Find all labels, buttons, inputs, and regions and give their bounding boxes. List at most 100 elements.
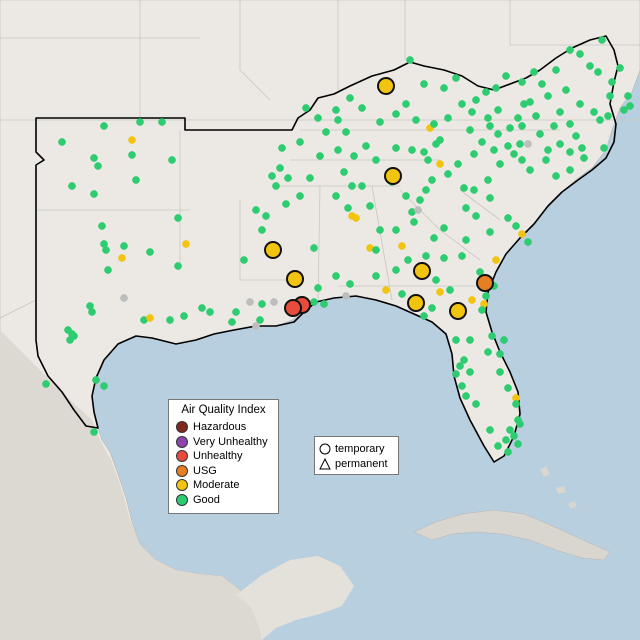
- permanent-monitor-good[interactable]: [454, 160, 462, 168]
- permanent-monitor-good[interactable]: [542, 156, 550, 164]
- permanent-monitor-good[interactable]: [284, 174, 292, 182]
- permanent-monitor-good[interactable]: [166, 316, 174, 324]
- permanent-monitor-good[interactable]: [506, 124, 514, 132]
- permanent-monitor-good[interactable]: [502, 72, 510, 80]
- permanent-monitor-moderate[interactable]: [182, 240, 190, 248]
- permanent-monitor-good[interactable]: [332, 272, 340, 280]
- permanent-monitor-good[interactable]: [596, 116, 604, 124]
- permanent-monitor-good[interactable]: [412, 116, 420, 124]
- permanent-monitor-good[interactable]: [398, 290, 406, 298]
- permanent-monitor-good[interactable]: [526, 166, 534, 174]
- permanent-monitor-good[interactable]: [500, 336, 508, 344]
- permanent-monitor-good[interactable]: [358, 182, 366, 190]
- permanent-monitor-good[interactable]: [174, 214, 182, 222]
- permanent-monitor-no-data[interactable]: [342, 292, 350, 300]
- permanent-monitor-good[interactable]: [92, 376, 100, 384]
- permanent-monitor-good[interactable]: [550, 122, 558, 130]
- permanent-monitor-good[interactable]: [516, 420, 524, 428]
- permanent-monitor-good[interactable]: [484, 176, 492, 184]
- permanent-monitor-good[interactable]: [392, 226, 400, 234]
- permanent-monitor-moderate[interactable]: [398, 242, 406, 250]
- permanent-monitor-good[interactable]: [572, 132, 580, 140]
- permanent-monitor-good[interactable]: [458, 252, 466, 260]
- permanent-monitor-good[interactable]: [452, 370, 460, 378]
- temporary-monitor-moderate[interactable]: [413, 262, 431, 280]
- permanent-monitor-good[interactable]: [408, 146, 416, 154]
- permanent-monitor-good[interactable]: [486, 122, 494, 130]
- permanent-monitor-good[interactable]: [268, 172, 276, 180]
- permanent-monitor-good[interactable]: [314, 284, 322, 292]
- permanent-monitor-good[interactable]: [578, 144, 586, 152]
- permanent-monitor-good[interactable]: [616, 64, 624, 72]
- permanent-monitor-good[interactable]: [580, 154, 588, 162]
- permanent-monitor-good[interactable]: [482, 88, 490, 96]
- permanent-monitor-good[interactable]: [90, 428, 98, 436]
- permanent-monitor-good[interactable]: [232, 308, 240, 316]
- permanent-monitor-good[interactable]: [158, 118, 166, 126]
- permanent-monitor-no-data[interactable]: [252, 322, 260, 330]
- permanent-monitor-good[interactable]: [372, 272, 380, 280]
- permanent-monitor-good[interactable]: [316, 152, 324, 160]
- permanent-monitor-good[interactable]: [350, 152, 358, 160]
- permanent-monitor-good[interactable]: [608, 78, 616, 86]
- permanent-monitor-good[interactable]: [444, 114, 452, 122]
- permanent-monitor-good[interactable]: [70, 332, 78, 340]
- permanent-monitor-good[interactable]: [104, 266, 112, 274]
- temporary-monitor-moderate[interactable]: [264, 241, 282, 259]
- permanent-monitor-good[interactable]: [136, 118, 144, 126]
- permanent-monitor-moderate[interactable]: [348, 212, 356, 220]
- permanent-monitor-good[interactable]: [88, 308, 96, 316]
- permanent-monitor-no-data[interactable]: [270, 298, 278, 306]
- permanent-monitor-good[interactable]: [518, 78, 526, 86]
- permanent-monitor-good[interactable]: [556, 140, 564, 148]
- permanent-monitor-good[interactable]: [544, 146, 552, 154]
- permanent-monitor-good[interactable]: [420, 312, 428, 320]
- permanent-monitor-good[interactable]: [562, 86, 570, 94]
- permanent-monitor-good[interactable]: [490, 146, 498, 154]
- temporary-monitor-unhealthy[interactable]: [284, 299, 302, 317]
- permanent-monitor-good[interactable]: [372, 246, 380, 254]
- permanent-monitor-moderate[interactable]: [518, 230, 526, 238]
- permanent-monitor-moderate[interactable]: [146, 314, 154, 322]
- permanent-monitor-good[interactable]: [576, 100, 584, 108]
- permanent-monitor-good[interactable]: [310, 298, 318, 306]
- permanent-monitor-good[interactable]: [310, 244, 318, 252]
- permanent-monitor-good[interactable]: [518, 156, 526, 164]
- permanent-monitor-good[interactable]: [470, 150, 478, 158]
- permanent-monitor-good[interactable]: [594, 68, 602, 76]
- permanent-monitor-good[interactable]: [544, 92, 552, 100]
- permanent-monitor-moderate[interactable]: [128, 136, 136, 144]
- permanent-monitor-good[interactable]: [296, 138, 304, 146]
- permanent-monitor-good[interactable]: [494, 442, 502, 450]
- permanent-monitor-good[interactable]: [410, 218, 418, 226]
- permanent-monitor-good[interactable]: [552, 66, 560, 74]
- permanent-monitor-good[interactable]: [462, 204, 470, 212]
- permanent-monitor-good[interactable]: [482, 292, 490, 300]
- permanent-monitor-good[interactable]: [520, 100, 528, 108]
- permanent-monitor-no-data[interactable]: [524, 140, 532, 148]
- permanent-monitor-good[interactable]: [538, 80, 546, 88]
- permanent-monitor-good[interactable]: [424, 156, 432, 164]
- permanent-monitor-good[interactable]: [392, 110, 400, 118]
- permanent-monitor-good[interactable]: [258, 300, 266, 308]
- permanent-monitor-good[interactable]: [492, 84, 500, 92]
- permanent-monitor-good[interactable]: [532, 112, 540, 120]
- permanent-monitor-good[interactable]: [376, 226, 384, 234]
- permanent-monitor-good[interactable]: [484, 114, 492, 122]
- permanent-monitor-good[interactable]: [460, 356, 468, 364]
- permanent-monitor-good[interactable]: [276, 164, 284, 172]
- permanent-monitor-good[interactable]: [590, 108, 598, 116]
- permanent-monitor-good[interactable]: [552, 172, 560, 180]
- permanent-monitor-good[interactable]: [302, 104, 310, 112]
- permanent-monitor-good[interactable]: [334, 146, 342, 154]
- permanent-monitor-good[interactable]: [376, 118, 384, 126]
- permanent-monitor-good[interactable]: [536, 130, 544, 138]
- permanent-monitor-good[interactable]: [344, 204, 352, 212]
- permanent-monitor-good[interactable]: [556, 108, 564, 116]
- permanent-monitor-good[interactable]: [466, 368, 474, 376]
- permanent-monitor-good[interactable]: [42, 380, 50, 388]
- permanent-monitor-good[interactable]: [120, 242, 128, 250]
- permanent-monitor-good[interactable]: [514, 114, 522, 122]
- permanent-monitor-no-data[interactable]: [246, 298, 254, 306]
- permanent-monitor-good[interactable]: [422, 186, 430, 194]
